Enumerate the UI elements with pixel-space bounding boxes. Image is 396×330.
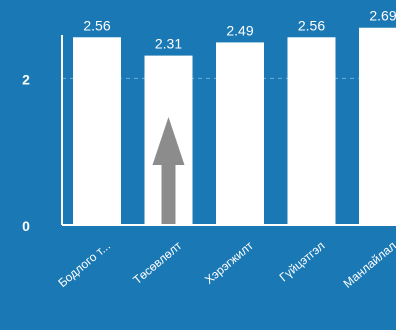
bar-5 (359, 27, 396, 225)
value-label: 2.56 (83, 17, 110, 33)
value-label: 2.31 (155, 36, 182, 52)
category-label: Манлайлал (341, 239, 396, 291)
category-label: Хэрэгжилт (202, 238, 256, 287)
category-label: Гүйцэтгэл (277, 239, 328, 285)
value-label: 2.56 (298, 17, 325, 33)
bar-3 (216, 42, 264, 226)
value-label: 2.69 (369, 8, 396, 24)
value-label: 2.49 (226, 22, 253, 38)
up-arrow-annotation (152, 117, 185, 224)
y-tick-label: 0 (22, 218, 30, 234)
y-tick-label: 2 (22, 71, 30, 87)
bar-1 (73, 37, 121, 226)
category-label: Төсөвлөлт (130, 238, 185, 287)
bar-4 (287, 37, 336, 226)
category-label: Бодлого т... (55, 239, 113, 290)
